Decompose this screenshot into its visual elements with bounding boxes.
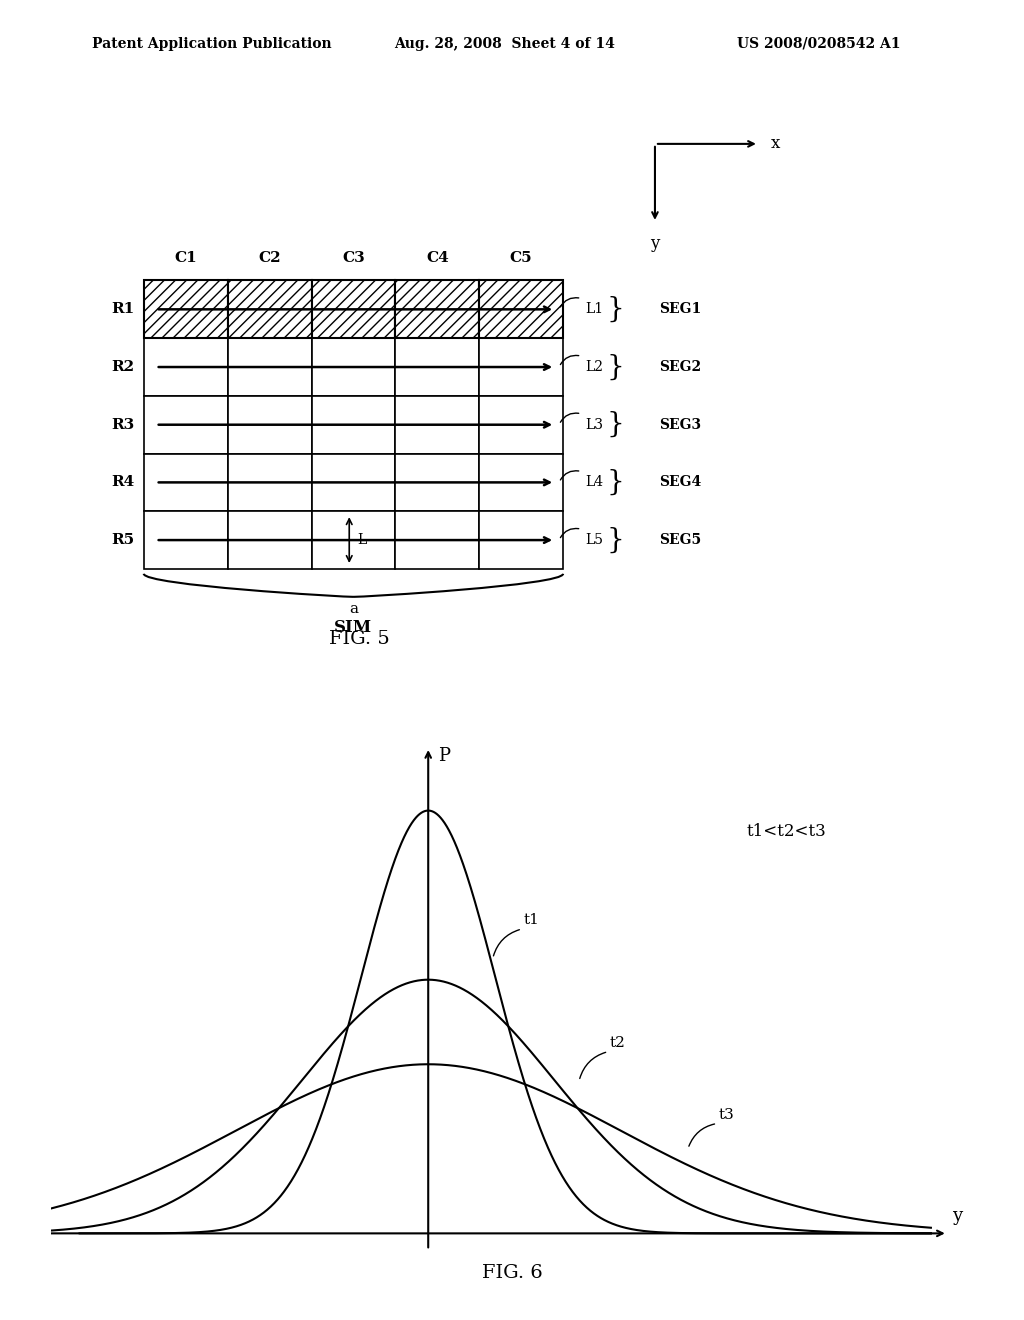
Bar (227, 338, 311, 396)
Bar (479, 396, 563, 454)
Text: US 2008/0208542 A1: US 2008/0208542 A1 (737, 37, 901, 51)
Bar (143, 454, 227, 511)
Text: C2: C2 (258, 251, 281, 265)
Text: Aug. 28, 2008  Sheet 4 of 14: Aug. 28, 2008 Sheet 4 of 14 (394, 37, 615, 51)
Text: t3: t3 (719, 1107, 734, 1122)
Text: t1: t1 (523, 913, 540, 928)
Text: y: y (952, 1206, 962, 1225)
Bar (395, 511, 479, 569)
Text: SEG3: SEG3 (659, 417, 701, 432)
Text: y: y (650, 235, 659, 252)
Text: R4: R4 (111, 475, 134, 490)
Text: R5: R5 (111, 533, 134, 546)
Text: a: a (349, 602, 358, 616)
Bar (311, 396, 395, 454)
Text: R1: R1 (111, 302, 134, 317)
Bar (311, 338, 395, 396)
Bar (143, 281, 227, 338)
Bar (227, 281, 311, 338)
Bar (395, 396, 479, 454)
Text: C4: C4 (426, 251, 449, 265)
Bar (143, 281, 227, 338)
Text: C5: C5 (510, 251, 532, 265)
Text: FIG. 5: FIG. 5 (329, 630, 390, 648)
Text: SEG2: SEG2 (659, 360, 701, 374)
Text: SIM: SIM (335, 619, 373, 636)
Text: }: } (606, 354, 624, 380)
Bar (395, 454, 479, 511)
Bar (479, 281, 563, 338)
Text: }: } (606, 469, 624, 496)
Bar (479, 454, 563, 511)
Text: SEG1: SEG1 (659, 302, 701, 317)
Bar (311, 281, 395, 338)
Text: t1<t2<t3: t1<t2<t3 (746, 824, 826, 841)
Text: R2: R2 (111, 360, 134, 374)
Bar (311, 511, 395, 569)
Text: Patent Application Publication: Patent Application Publication (92, 37, 332, 51)
Text: C3: C3 (342, 251, 365, 265)
Text: }: } (606, 412, 624, 438)
Text: L5: L5 (586, 533, 603, 546)
Bar (143, 396, 227, 454)
Text: P: P (438, 747, 451, 766)
Bar (479, 511, 563, 569)
Text: }: } (606, 296, 624, 323)
Bar (227, 454, 311, 511)
Bar (479, 281, 563, 338)
Bar (227, 511, 311, 569)
Text: SEG5: SEG5 (659, 533, 701, 546)
Text: L3: L3 (586, 417, 603, 432)
Bar (479, 338, 563, 396)
Text: C1: C1 (174, 251, 197, 265)
Text: L: L (357, 533, 367, 546)
Text: x: x (771, 136, 780, 152)
Text: t2: t2 (610, 1036, 626, 1051)
Bar (227, 281, 311, 338)
Bar (311, 454, 395, 511)
Bar (143, 338, 227, 396)
Text: R3: R3 (111, 417, 134, 432)
Text: L4: L4 (586, 475, 603, 490)
Text: }: } (606, 527, 624, 553)
Text: L2: L2 (586, 360, 603, 374)
Bar (227, 396, 311, 454)
Bar (311, 281, 395, 338)
Bar (395, 281, 479, 338)
Bar (395, 281, 479, 338)
Text: L1: L1 (586, 302, 603, 317)
Bar (395, 338, 479, 396)
Text: FIG. 6: FIG. 6 (481, 1263, 543, 1282)
Bar (143, 511, 227, 569)
Text: SEG4: SEG4 (659, 475, 701, 490)
